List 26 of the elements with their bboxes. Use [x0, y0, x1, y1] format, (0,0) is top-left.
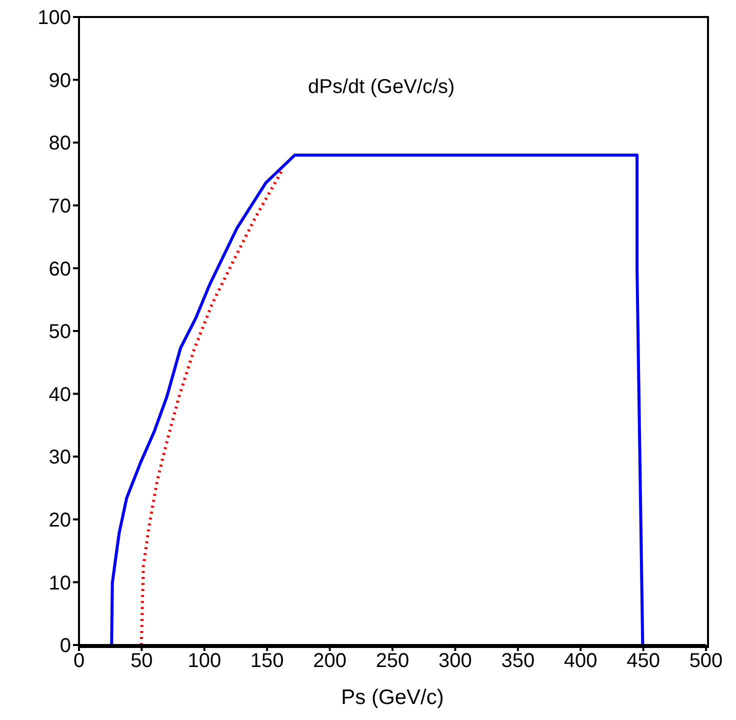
y-tick-label: 20 — [48, 510, 71, 532]
y-tick-label: 80 — [48, 132, 71, 155]
x-tick-label: 350 — [501, 650, 535, 672]
y-tick-label: 30 — [48, 446, 71, 469]
x-tick-label: 500 — [689, 650, 723, 672]
x-axis-title: Ps (GeV/c) — [341, 686, 444, 709]
x-tick-label: 400 — [564, 650, 598, 672]
y-tick-label: 0 — [60, 635, 71, 658]
y-tick-label: 50 — [48, 321, 71, 344]
y-tick-label: 10 — [48, 572, 71, 594]
x-tick-label: 0 — [73, 650, 85, 672]
annotation: dPs/dt (GeV/c/s) — [308, 76, 455, 99]
y-tick-label: 100 — [38, 7, 71, 30]
y-tick-label: 40 — [48, 384, 71, 406]
x-tick-label: 250 — [376, 650, 410, 672]
x-tick-label: 200 — [313, 650, 346, 672]
line-series — [110, 154, 644, 645]
y-tick-label: 70 — [48, 196, 71, 218]
x-tick-label: 100 — [188, 650, 222, 672]
x-tick-label: 450 — [626, 650, 660, 672]
y-tick-label: 60 — [48, 258, 71, 280]
line-series — [140, 168, 284, 645]
x-tick-label: 50 — [130, 650, 153, 672]
y-tick-label: 90 — [48, 70, 71, 92]
x-tick-label: 150 — [250, 650, 284, 672]
x-tick-label: 300 — [438, 650, 472, 672]
